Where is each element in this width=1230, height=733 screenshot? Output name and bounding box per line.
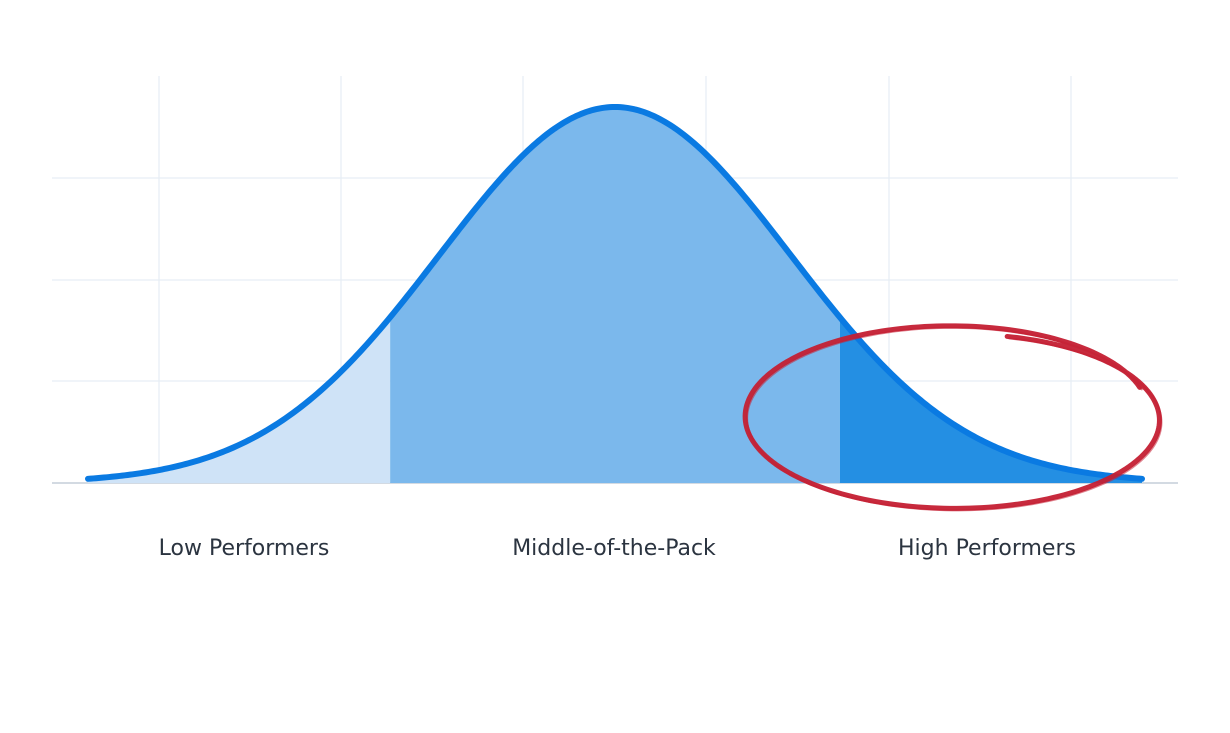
highlight-circle [742, 323, 1162, 511]
segment-areas [88, 107, 1142, 483]
segment-area-middle [390, 107, 840, 483]
segment-label-middle: Middle-of-the-Pack [512, 536, 716, 561]
segment-label-high: High Performers [898, 536, 1076, 561]
segment-area-low [88, 317, 391, 483]
distribution-curve [85, 104, 1145, 482]
curve-layer [85, 104, 1145, 482]
segment-labels: Low Performers Middle-of-the-Pack High P… [159, 536, 1076, 561]
segment-label-low: Low Performers [159, 536, 330, 561]
highlight-circle-shadow [746, 326, 1163, 512]
segment-area-high [839, 317, 1142, 483]
highlight-layer [742, 323, 1163, 512]
